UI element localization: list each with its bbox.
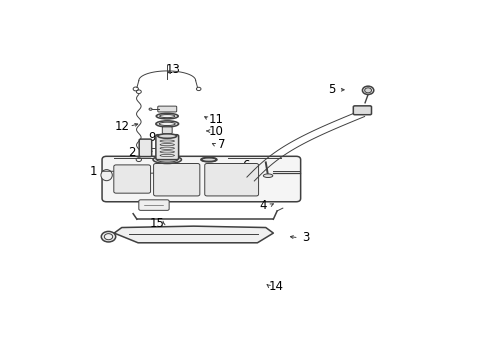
Text: 10: 10 <box>209 125 224 138</box>
FancyBboxPatch shape <box>156 135 178 159</box>
Ellipse shape <box>263 174 272 177</box>
FancyBboxPatch shape <box>114 165 150 193</box>
FancyBboxPatch shape <box>139 139 151 157</box>
Ellipse shape <box>364 88 371 93</box>
Text: 14: 14 <box>268 280 284 293</box>
FancyBboxPatch shape <box>158 106 176 112</box>
Text: 7: 7 <box>218 139 225 152</box>
Text: 8: 8 <box>128 167 135 180</box>
Ellipse shape <box>158 134 176 138</box>
Text: 5: 5 <box>328 83 335 96</box>
Ellipse shape <box>156 113 178 119</box>
Ellipse shape <box>101 231 116 242</box>
Ellipse shape <box>362 86 373 94</box>
Ellipse shape <box>104 234 112 240</box>
Ellipse shape <box>201 157 217 162</box>
Ellipse shape <box>201 158 216 161</box>
Text: 13: 13 <box>165 63 181 76</box>
Ellipse shape <box>149 108 152 110</box>
FancyBboxPatch shape <box>153 163 200 196</box>
Ellipse shape <box>159 114 175 118</box>
Text: 9: 9 <box>148 131 156 144</box>
Ellipse shape <box>153 156 181 163</box>
FancyBboxPatch shape <box>139 200 169 210</box>
Ellipse shape <box>157 157 177 162</box>
Text: 11: 11 <box>208 113 223 126</box>
Ellipse shape <box>101 170 112 181</box>
FancyBboxPatch shape <box>102 156 300 202</box>
Polygon shape <box>114 226 273 243</box>
Ellipse shape <box>156 121 178 127</box>
FancyBboxPatch shape <box>204 163 258 196</box>
Text: 15: 15 <box>149 217 164 230</box>
Text: 12: 12 <box>115 120 130 133</box>
FancyBboxPatch shape <box>353 106 371 115</box>
Text: 1: 1 <box>89 165 97 178</box>
Text: 6: 6 <box>242 159 249 172</box>
Text: 3: 3 <box>301 231 308 244</box>
FancyBboxPatch shape <box>162 127 172 134</box>
Text: 4: 4 <box>259 199 267 212</box>
Text: 2: 2 <box>127 147 135 159</box>
Ellipse shape <box>159 122 175 126</box>
